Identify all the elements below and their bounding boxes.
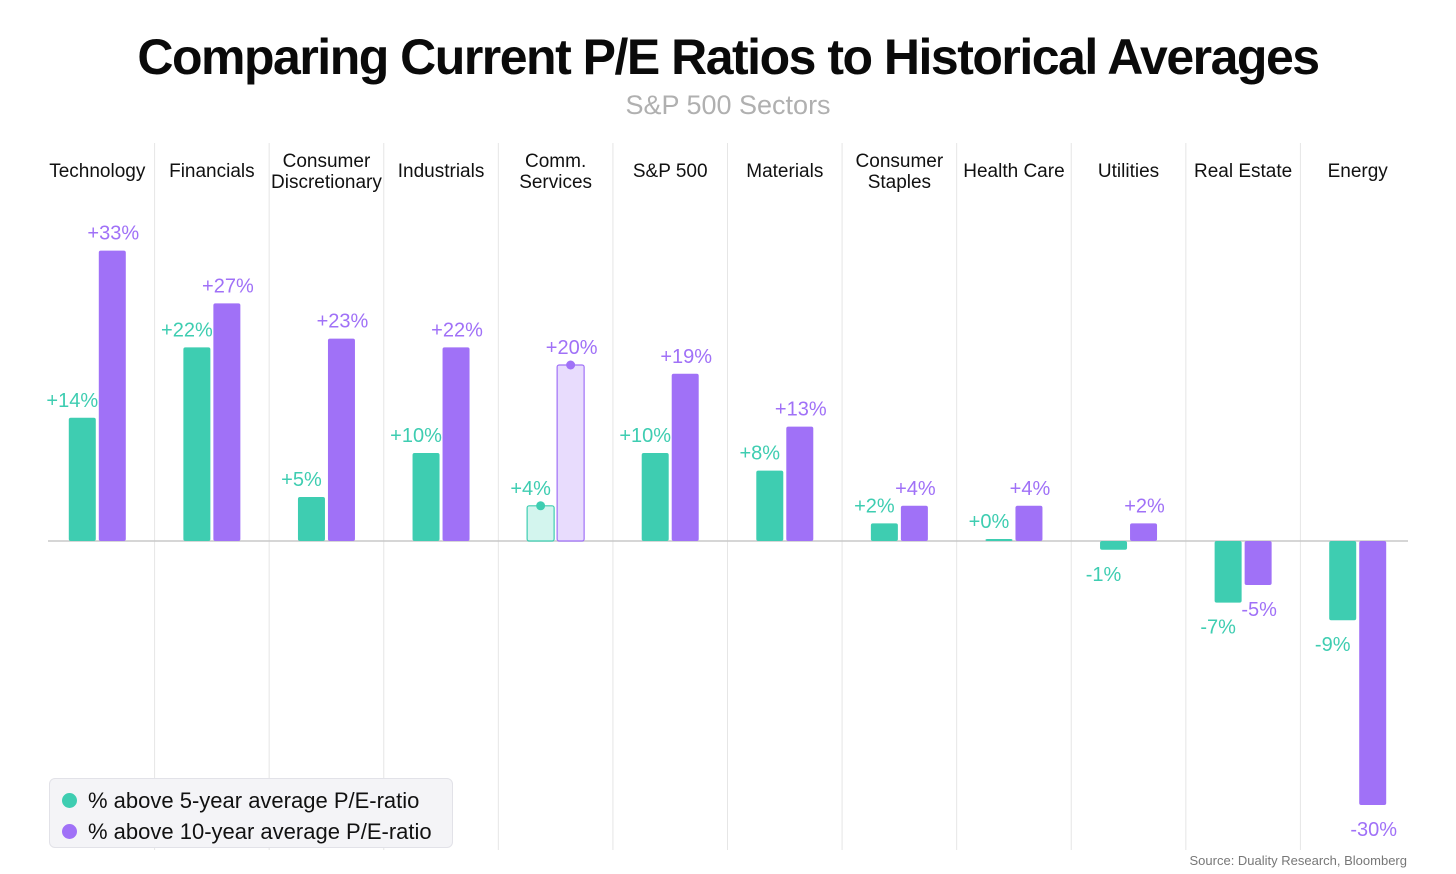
- chart-subtitle: S&P 500 Sectors: [625, 90, 831, 120]
- value-label-10yr-real-estate: -5%: [1241, 599, 1277, 621]
- value-label-5yr-s-p-500: +10%: [619, 425, 671, 447]
- source-note: Source: Duality Research, Bloomberg: [1189, 853, 1408, 868]
- bar-5yr-real-estate: [1214, 541, 1242, 603]
- value-label-5yr-financials: +22%: [161, 319, 213, 341]
- value-label-10yr-consumer-staples: +4%: [895, 478, 936, 500]
- bar-10yr-real-estate: [1244, 541, 1272, 585]
- value-label-5yr-health-care: +0%: [969, 511, 1010, 533]
- category-label-materials: Materials: [746, 161, 823, 182]
- bar-10yr-utilities: [1130, 523, 1158, 541]
- bar-5yr-health-care: [985, 539, 1013, 541]
- bar-10yr-consumer-discretionary: [327, 338, 355, 541]
- value-label-5yr-energy: -9%: [1315, 634, 1351, 656]
- bar-5yr-energy: [1329, 541, 1357, 621]
- bar-10yr-comm-services: [556, 364, 585, 542]
- value-label-5yr-materials: +8%: [739, 443, 780, 465]
- bar-10yr-health-care: [1015, 505, 1043, 541]
- highlight-marker-5yr: [536, 501, 546, 511]
- legend-label-5yr: % above 5-year average P/E-ratio: [88, 787, 420, 813]
- category-label-health-care: Health Care: [963, 161, 1064, 182]
- bar-10yr-energy: [1359, 541, 1387, 805]
- category-label-consumer-staples: Consumer Staples: [856, 151, 944, 193]
- category-label-consumer-discretionary: Consumer Discretionary: [271, 151, 382, 193]
- bar-10yr-industrials: [442, 347, 470, 541]
- category-label-financials: Financials: [169, 161, 255, 182]
- bar-10yr-materials: [786, 426, 814, 541]
- value-label-5yr-comm-services: +4%: [510, 478, 551, 500]
- value-label-10yr-technology: +33%: [87, 223, 139, 245]
- bar-5yr-materials: [756, 470, 784, 541]
- bar-10yr-consumer-staples: [900, 505, 928, 541]
- bar-5yr-consumer-staples: [870, 523, 898, 541]
- value-label-5yr-real-estate: -7%: [1200, 617, 1236, 639]
- value-label-5yr-technology: +14%: [46, 390, 98, 412]
- chart-title: Comparing Current P/E Ratios to Historic…: [137, 29, 1320, 85]
- bar-5yr-utilities: [1100, 541, 1128, 550]
- value-label-5yr-utilities: -1%: [1086, 564, 1122, 586]
- value-label-5yr-consumer-discretionary: +5%: [281, 469, 322, 491]
- category-label-utilities: Utilities: [1098, 161, 1159, 182]
- bar-5yr-technology: [68, 417, 96, 541]
- value-label-10yr-consumer-discretionary: +23%: [317, 311, 369, 333]
- highlight-marker-10yr: [566, 360, 576, 370]
- legend-item-5yr: % above 5-year average P/E-ratio: [62, 785, 452, 816]
- value-label-10yr-health-care: +4%: [1010, 478, 1051, 500]
- bar-10yr-technology: [98, 250, 126, 541]
- value-label-5yr-industrials: +10%: [390, 425, 442, 447]
- legend-item-10yr: % above 10-year average P/E-ratio: [62, 816, 452, 847]
- bar-10yr-financials: [213, 303, 241, 541]
- value-label-10yr-industrials: +22%: [431, 319, 483, 341]
- category-label-real-estate: Real Estate: [1194, 161, 1292, 182]
- category-label-comm-services: Comm. Services: [519, 151, 592, 193]
- legend-swatch-5yr: [62, 793, 77, 808]
- bar-5yr-consumer-discretionary: [297, 497, 325, 541]
- value-label-10yr-s-p-500: +19%: [660, 346, 712, 368]
- legend-label-10yr: % above 10-year average P/E-ratio: [88, 818, 432, 844]
- value-label-10yr-financials: +27%: [202, 275, 254, 297]
- bar-5yr-financials: [183, 347, 211, 541]
- bar-5yr-industrials: [412, 453, 440, 541]
- value-label-10yr-utilities: +2%: [1124, 495, 1165, 517]
- bar-10yr-s-p-500: [671, 373, 699, 541]
- value-label-5yr-consumer-staples: +2%: [854, 495, 895, 517]
- value-label-10yr-materials: +13%: [775, 399, 827, 421]
- category-label-s-p-500: S&P 500: [633, 161, 708, 182]
- value-label-10yr-comm-services: +20%: [546, 337, 598, 359]
- legend: % above 5-year average P/E-ratio % above…: [49, 778, 453, 848]
- category-label-technology: Technology: [49, 161, 146, 182]
- category-label-industrials: Industrials: [398, 161, 485, 182]
- bar-5yr-comm-services: [526, 505, 555, 542]
- legend-swatch-10yr: [62, 824, 77, 839]
- value-label-10yr-energy: -30%: [1350, 819, 1397, 841]
- category-label-energy: Energy: [1328, 161, 1389, 182]
- bar-5yr-s-p-500: [641, 453, 669, 541]
